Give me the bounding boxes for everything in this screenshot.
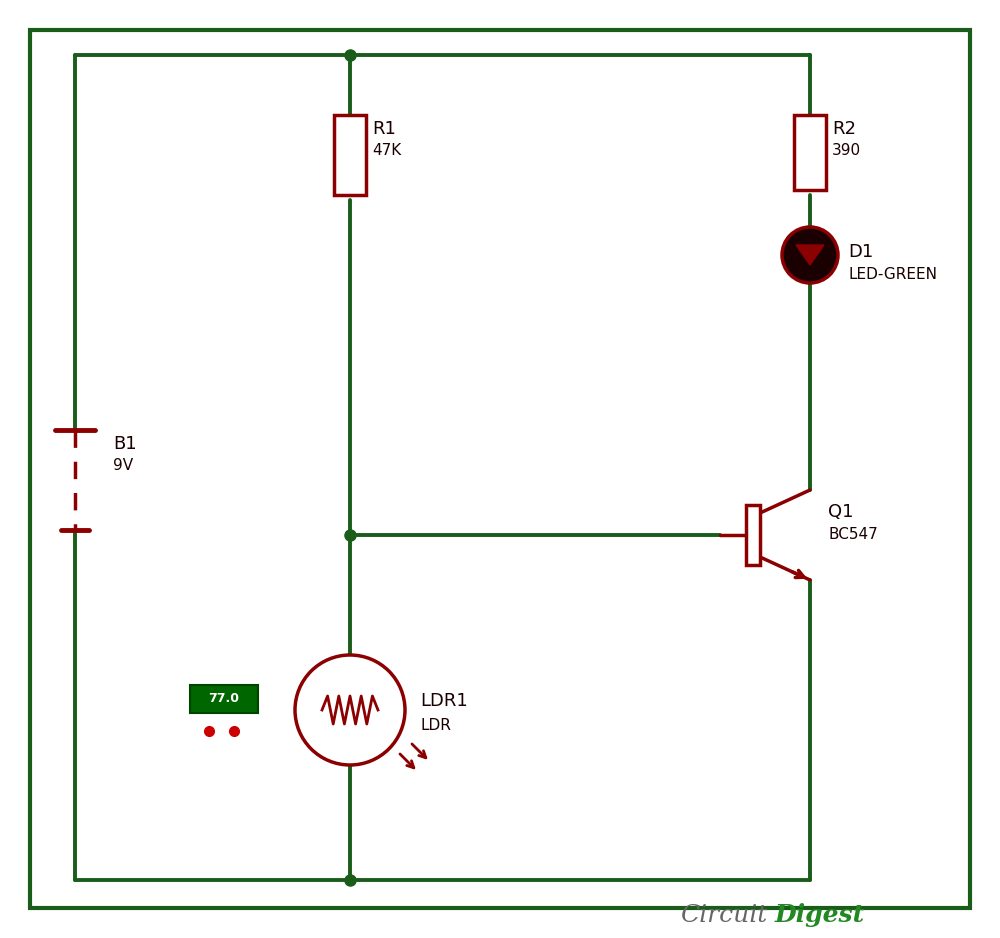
Bar [334,115,366,195]
Circle shape [782,227,838,283]
Text: R2: R2 [832,120,856,138]
Text: 77.0: 77.0 [208,692,240,705]
Text: 47K: 47K [372,143,401,158]
Polygon shape [796,245,824,265]
Text: LDR1: LDR1 [420,692,468,710]
Circle shape [295,655,405,765]
Text: Circuit: Circuit [680,903,767,927]
Text: 9V: 9V [113,458,133,473]
Text: D1: D1 [848,243,873,261]
Bar [794,115,826,190]
Text: BC547: BC547 [828,527,878,542]
Bar [190,685,258,713]
Text: R1: R1 [372,120,396,138]
Text: LED-GREEN: LED-GREEN [848,267,937,282]
Text: Q1: Q1 [828,503,854,521]
Text: 390: 390 [832,143,861,158]
Bar [746,505,760,565]
Text: B1: B1 [113,435,137,453]
Text: LDR: LDR [420,718,451,733]
Text: Digest: Digest [775,903,865,927]
